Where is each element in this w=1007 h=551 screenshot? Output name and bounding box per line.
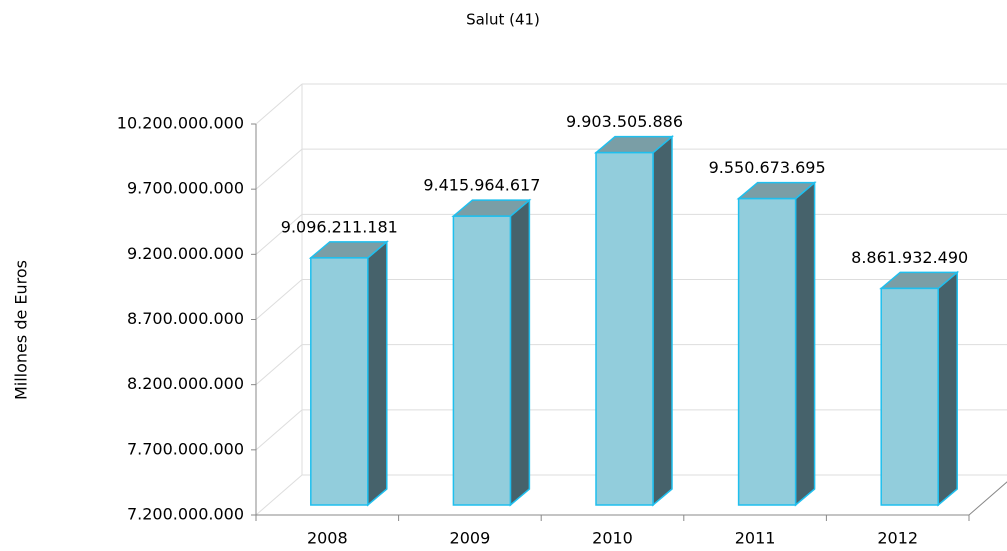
- x-tick-label: 2008: [307, 529, 348, 548]
- y-tick-label: 8.200.000.000: [127, 374, 244, 393]
- data-label: 9.550.673.695: [709, 158, 826, 177]
- y-tick-label: 7.700.000.000: [127, 439, 244, 458]
- bar-side: [367, 240, 388, 507]
- bar-side: [652, 135, 673, 507]
- data-label: 9.096.211.181: [281, 217, 398, 236]
- grid-line: [255, 344, 303, 386]
- chart-title: Salut (41): [466, 11, 540, 29]
- x-tick-label: 2011: [735, 529, 776, 548]
- y-tick-label: 9.700.000.000: [127, 179, 244, 198]
- grid-line: [255, 83, 303, 125]
- y-axis-label: Millones de Euros: [12, 260, 31, 400]
- data-label: 9.903.505.886: [566, 112, 683, 131]
- y-tick-label: 9.200.000.000: [127, 244, 244, 263]
- y-tick-label: 10.200.000.000: [117, 114, 244, 133]
- x-tick-label: 2010: [592, 529, 633, 548]
- bar-side: [794, 181, 816, 507]
- x-tick-label: 2009: [450, 529, 491, 548]
- grid-line: [255, 213, 303, 255]
- y-tick-label: 7.200.000.000: [127, 505, 244, 524]
- y-tick-label: 8.700.000.000: [127, 309, 244, 328]
- bar-side: [509, 198, 531, 507]
- x-tick-label: 2012: [877, 529, 918, 548]
- grid-line: [255, 148, 303, 190]
- data-label: 9.415.964.617: [423, 176, 540, 195]
- grid-line: [255, 279, 303, 320]
- x-axis-depth: [968, 481, 1007, 516]
- bar: [595, 151, 654, 506]
- data-label: 8.861.932.490: [851, 248, 968, 267]
- bar-side: [937, 270, 958, 507]
- bar: [880, 287, 939, 506]
- grid-line: [255, 474, 303, 516]
- grid-line: [255, 409, 303, 451]
- bar: [310, 257, 369, 506]
- bar: [452, 215, 512, 506]
- bar: [737, 197, 797, 506]
